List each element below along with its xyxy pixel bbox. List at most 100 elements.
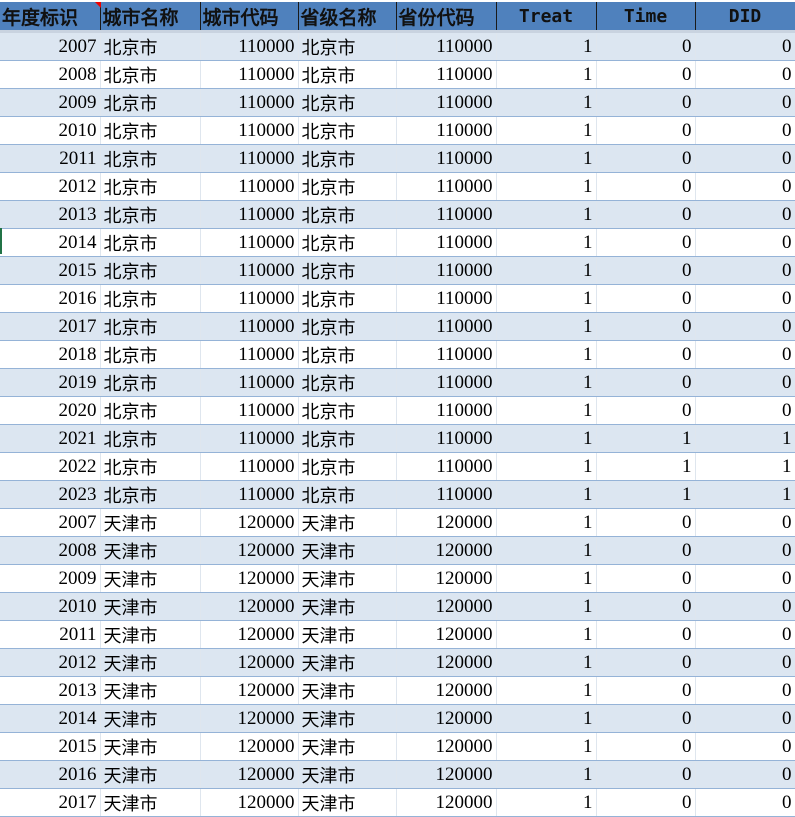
- table-cell[interactable]: 2023: [0, 480, 101, 509]
- table-cell[interactable]: 2011: [0, 620, 101, 649]
- table-cell[interactable]: 110000: [396, 172, 497, 201]
- table-cell[interactable]: 110000: [396, 480, 497, 509]
- table-cell[interactable]: 0: [596, 228, 696, 257]
- table-cell[interactable]: 1: [496, 172, 597, 201]
- table-cell[interactable]: 110000: [200, 116, 299, 145]
- table-cell[interactable]: 110000: [200, 340, 299, 369]
- table-cell[interactable]: 2009: [0, 88, 101, 117]
- table-cell[interactable]: 110000: [396, 312, 497, 341]
- table-cell[interactable]: 120000: [396, 564, 497, 593]
- table-cell[interactable]: 北京市: [298, 172, 397, 201]
- table-cell[interactable]: 2016: [0, 284, 101, 313]
- table-cell[interactable]: 0: [695, 536, 795, 565]
- table-cell[interactable]: 0: [695, 676, 795, 705]
- table-cell[interactable]: 0: [596, 676, 696, 705]
- table-cell[interactable]: 120000: [396, 788, 497, 817]
- table-cell[interactable]: 1: [496, 676, 597, 705]
- table-cell[interactable]: 2011: [0, 144, 101, 173]
- table-cell[interactable]: 1: [496, 536, 597, 565]
- table-cell[interactable]: 北京市: [298, 256, 397, 285]
- table-cell[interactable]: 0: [695, 508, 795, 537]
- table-cell[interactable]: 110000: [200, 88, 299, 117]
- column-header[interactable]: DID: [695, 2, 795, 33]
- table-cell[interactable]: 北京市: [100, 396, 201, 425]
- table-cell[interactable]: 120000: [396, 648, 497, 677]
- table-cell[interactable]: 110000: [200, 60, 299, 89]
- table-cell[interactable]: 0: [596, 60, 696, 89]
- table-cell[interactable]: 0: [695, 256, 795, 285]
- table-cell[interactable]: 110000: [200, 172, 299, 201]
- table-cell[interactable]: 110000: [200, 256, 299, 285]
- table-cell[interactable]: 110000: [200, 396, 299, 425]
- table-cell[interactable]: 1: [496, 788, 597, 817]
- table-cell[interactable]: 120000: [200, 620, 299, 649]
- table-cell[interactable]: 120000: [396, 592, 497, 621]
- table-cell[interactable]: 0: [596, 704, 696, 733]
- table-cell[interactable]: 1: [695, 480, 795, 509]
- table-cell[interactable]: 北京市: [100, 60, 201, 89]
- table-cell[interactable]: 2007: [0, 508, 101, 537]
- table-cell[interactable]: 北京市: [100, 452, 201, 481]
- table-cell[interactable]: 0: [695, 340, 795, 369]
- table-cell[interactable]: 天津市: [100, 508, 201, 537]
- table-cell[interactable]: 1: [496, 704, 597, 733]
- table-cell[interactable]: 天津市: [100, 760, 201, 789]
- table-cell[interactable]: 天津市: [100, 564, 201, 593]
- table-cell[interactable]: 2010: [0, 592, 101, 621]
- table-cell[interactable]: 1: [496, 620, 597, 649]
- table-cell[interactable]: 120000: [200, 704, 299, 733]
- table-cell[interactable]: 120000: [396, 508, 497, 537]
- table-cell[interactable]: 2013: [0, 676, 101, 705]
- table-cell[interactable]: 0: [695, 592, 795, 621]
- table-cell[interactable]: 北京市: [298, 144, 397, 173]
- table-cell[interactable]: 1: [496, 592, 597, 621]
- table-cell[interactable]: 0: [695, 788, 795, 817]
- table-cell[interactable]: 0: [695, 144, 795, 173]
- table-cell[interactable]: 2017: [0, 312, 101, 341]
- table-cell[interactable]: 110000: [396, 424, 497, 453]
- table-cell[interactable]: 北京市: [100, 284, 201, 313]
- table-cell[interactable]: 1: [695, 452, 795, 481]
- table-cell[interactable]: 天津市: [100, 648, 201, 677]
- table-cell[interactable]: 0: [695, 648, 795, 677]
- column-header[interactable]: 省份代码: [396, 2, 497, 33]
- column-header[interactable]: 城市名称: [100, 2, 201, 33]
- table-cell[interactable]: 110000: [396, 200, 497, 229]
- table-cell[interactable]: 天津市: [100, 732, 201, 761]
- table-cell[interactable]: 0: [695, 396, 795, 425]
- table-cell[interactable]: 110000: [396, 228, 497, 257]
- table-cell[interactable]: 北京市: [298, 200, 397, 229]
- table-cell[interactable]: 110000: [200, 424, 299, 453]
- table-cell[interactable]: 北京市: [100, 31, 201, 61]
- table-cell[interactable]: 110000: [200, 31, 299, 61]
- table-cell[interactable]: 0: [596, 88, 696, 117]
- table-cell[interactable]: 110000: [200, 452, 299, 481]
- table-cell[interactable]: 1: [496, 564, 597, 593]
- table-cell[interactable]: 1: [496, 760, 597, 789]
- table-cell[interactable]: 2009: [0, 564, 101, 593]
- table-cell[interactable]: 110000: [396, 340, 497, 369]
- table-cell[interactable]: 1: [496, 508, 597, 537]
- column-header[interactable]: 年度标识: [0, 2, 101, 33]
- table-cell[interactable]: 110000: [200, 312, 299, 341]
- table-cell[interactable]: 0: [596, 31, 696, 61]
- table-cell[interactable]: 天津市: [298, 732, 397, 761]
- table-cell[interactable]: 2014: [0, 704, 101, 733]
- table-cell[interactable]: 2015: [0, 732, 101, 761]
- table-cell[interactable]: 0: [695, 564, 795, 593]
- table-cell[interactable]: 1: [496, 200, 597, 229]
- table-cell[interactable]: 1: [496, 732, 597, 761]
- table-cell[interactable]: 2012: [0, 648, 101, 677]
- table-cell[interactable]: 北京市: [100, 200, 201, 229]
- table-cell[interactable]: 天津市: [298, 564, 397, 593]
- table-cell[interactable]: 2008: [0, 60, 101, 89]
- table-cell[interactable]: 0: [596, 732, 696, 761]
- table-cell[interactable]: 0: [596, 592, 696, 621]
- table-cell[interactable]: 天津市: [100, 704, 201, 733]
- table-cell[interactable]: 110000: [200, 144, 299, 173]
- table-cell[interactable]: 天津市: [298, 508, 397, 537]
- table-cell[interactable]: 1: [496, 60, 597, 89]
- table-cell[interactable]: 天津市: [100, 536, 201, 565]
- table-cell[interactable]: 1: [596, 480, 696, 509]
- table-cell[interactable]: 120000: [396, 536, 497, 565]
